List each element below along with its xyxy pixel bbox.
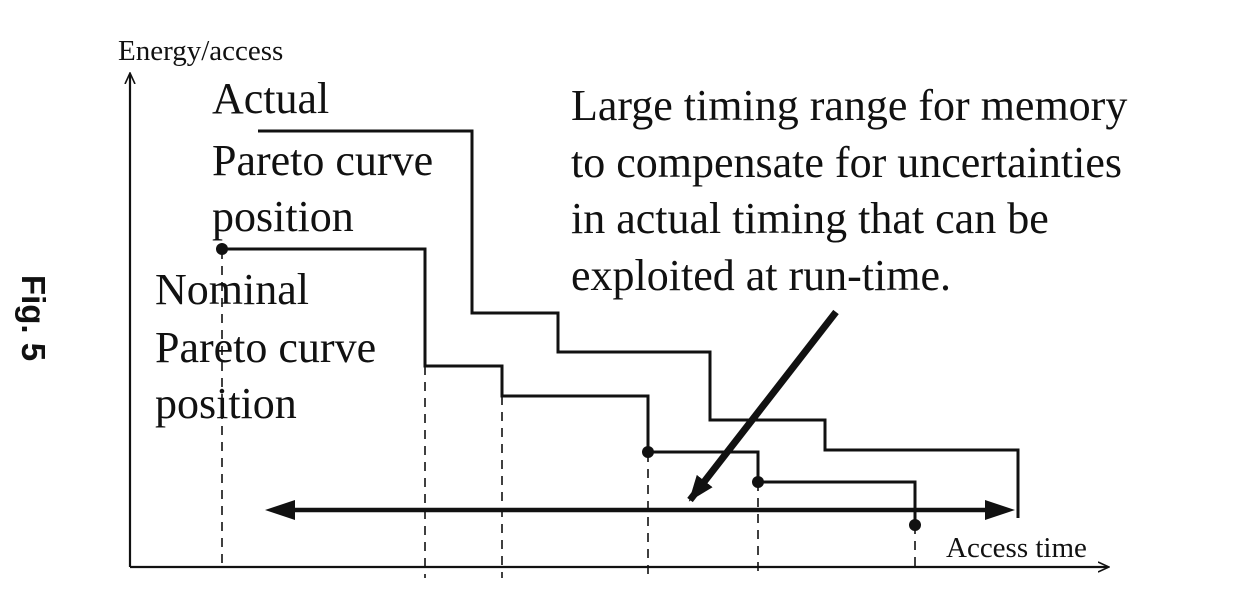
nominal-label-line: position [155,379,297,428]
pareto-point [216,243,228,255]
actual-label-line: Actual [212,74,329,123]
nominal-curve-points [216,243,921,531]
nominal-curve-label: Nominal Pareto curve position [155,265,387,428]
annotation-line: in actual timing that can be [571,194,1049,243]
timing-range-arrowhead-right [985,500,1015,520]
annotation-line: exploited at run-time. [571,251,951,300]
actual-label-line: Pareto curve [212,136,433,185]
actual-pareto-curve [258,129,1020,518]
x-axis-label: Access time [946,532,1087,564]
annotation-line: Large timing range for memory [571,81,1127,130]
pareto-point [642,446,654,458]
nominal-pareto-curve [222,247,917,525]
dashed-guide-lines [221,250,916,578]
nominal-label-line: Pareto curve [155,323,376,372]
actual-curve-label: Actual Pareto curve position [212,74,444,241]
y-axis-label: Energy/access [118,35,283,67]
axes [130,74,1108,567]
pareto-point [752,476,764,488]
timing-range-annotation: Large timing range for memory to compens… [571,81,1138,300]
pointer-arrow [687,309,839,503]
annotation-line: to compensate for uncertainties [571,138,1122,187]
nominal-label-line: Nominal [155,265,309,314]
actual-label-line: position [212,192,354,241]
pareto-point [909,519,921,531]
timing-range-arrowhead-left [265,500,295,520]
figure-number-label: Fig. 5 [15,275,52,361]
